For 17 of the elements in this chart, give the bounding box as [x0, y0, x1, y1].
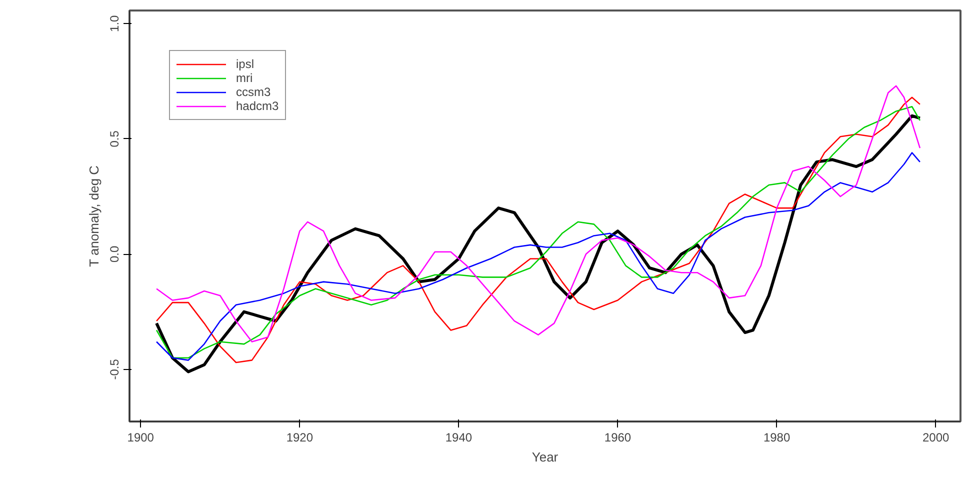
x-tick-label: 1920 [286, 430, 314, 444]
x-tick-label: 1980 [763, 430, 790, 444]
legend-label: hadcm3 [236, 99, 279, 113]
legend-label: mri [236, 71, 254, 85]
y-tick-label: 0.0 [108, 245, 122, 262]
line-series [156, 152, 921, 361]
x-tick-label: 1900 [127, 430, 154, 444]
legend-label: ipsl [236, 57, 256, 71]
y-tick-label: 0.5 [108, 130, 122, 148]
legend-label: ccsm3 [236, 85, 271, 99]
x-tick-label: 1940 [445, 430, 472, 444]
y-axis-title: T anomaly, deg C [86, 165, 102, 267]
x-tick-label: 2000 [922, 430, 950, 444]
y-tick-label: -0.5 [108, 358, 122, 380]
y-tick-label: 1.0 [108, 14, 122, 32]
x-tick-label: 1960 [604, 430, 632, 444]
x-axis-title: Year [532, 450, 559, 464]
